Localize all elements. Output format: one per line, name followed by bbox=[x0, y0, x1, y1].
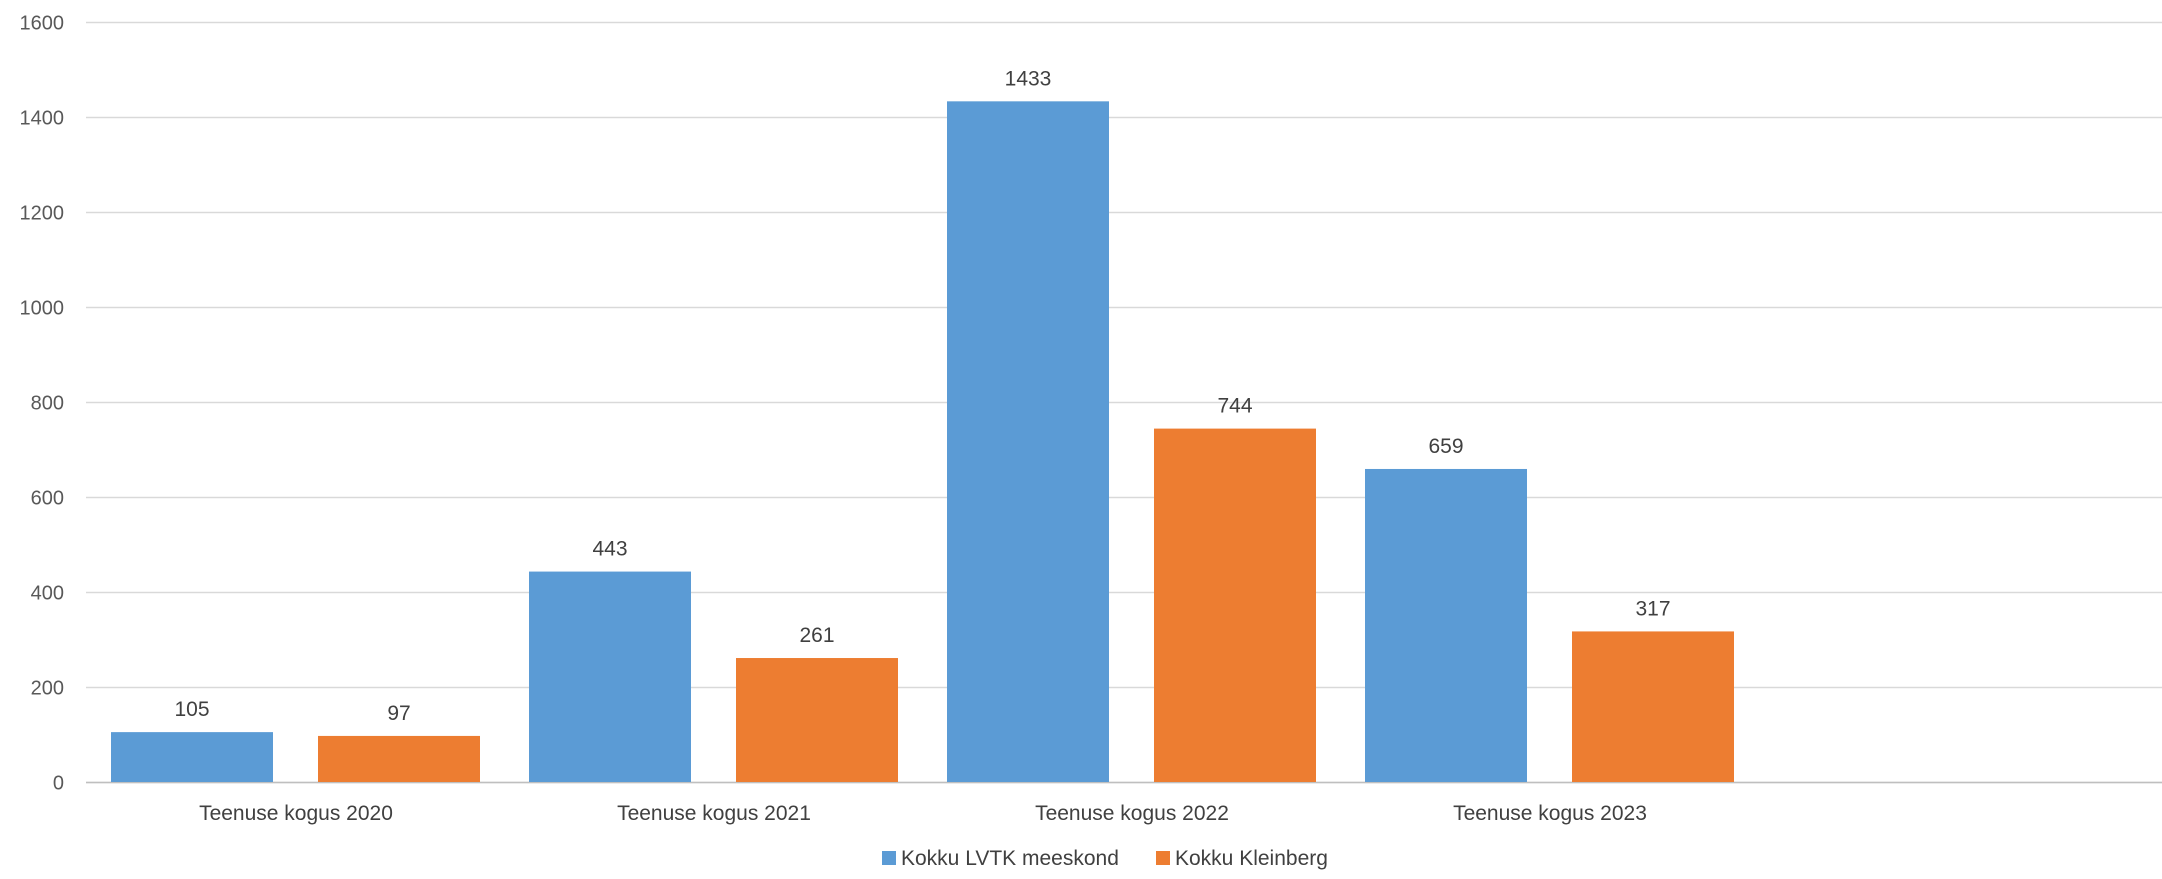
y-axis-ticks: 0 200 400 600 800 1000 1200 1400 1600 bbox=[20, 13, 65, 795]
bar-kleinberg-3 bbox=[1572, 631, 1734, 782]
y-tick-label: 800 bbox=[31, 393, 64, 415]
bar-lvtk-1 bbox=[529, 571, 691, 782]
y-tick-label: 600 bbox=[31, 488, 64, 510]
legend-swatch bbox=[1156, 851, 1170, 865]
legend-swatch bbox=[882, 851, 896, 865]
data-label: 261 bbox=[799, 624, 834, 647]
data-label: 317 bbox=[1635, 597, 1670, 620]
x-category-label: Teenuse kogus 2023 bbox=[1453, 802, 1647, 825]
data-label: 1433 bbox=[1005, 67, 1052, 90]
x-category-label: Teenuse kogus 2022 bbox=[1035, 802, 1229, 825]
bars bbox=[111, 101, 1734, 782]
bar-lvtk-0 bbox=[111, 732, 273, 782]
data-labels: 105 97 443 261 1433 744 659 317 bbox=[174, 67, 1670, 725]
data-label: 443 bbox=[592, 538, 627, 561]
legend-label: Kokku Kleinberg bbox=[1175, 847, 1328, 870]
bar-lvtk-3 bbox=[1365, 468, 1527, 782]
legend: Kokku LVTK meeskond Kokku Kleinberg bbox=[882, 847, 1328, 870]
y-tick-label: 1600 bbox=[20, 13, 65, 35]
x-axis-categories: Teenuse kogus 2020 Teenuse kogus 2021 Teen… bbox=[199, 802, 1647, 825]
bar-kleinberg-2 bbox=[1154, 428, 1316, 782]
x-category-label: Teenuse kogus 2021 bbox=[617, 802, 811, 825]
bar-kleinberg-0 bbox=[318, 735, 480, 782]
data-label: 97 bbox=[387, 702, 410, 725]
y-tick-label: 1400 bbox=[20, 108, 65, 130]
y-tick-label: 0 bbox=[53, 773, 64, 795]
data-label: 744 bbox=[1217, 395, 1252, 418]
legend-label: Kokku LVTK meeskond bbox=[901, 847, 1119, 870]
data-label: 659 bbox=[1428, 435, 1463, 458]
x-category-label: Teenuse kogus 2020 bbox=[199, 802, 393, 825]
y-tick-label: 200 bbox=[31, 678, 64, 700]
bar-lvtk-2 bbox=[947, 101, 1109, 782]
y-tick-label: 1000 bbox=[20, 298, 65, 320]
bar-kleinberg-1 bbox=[736, 658, 898, 782]
y-tick-label: 1200 bbox=[20, 203, 65, 225]
data-label: 105 bbox=[174, 698, 209, 721]
gridlines bbox=[86, 21, 2162, 784]
y-tick-label: 400 bbox=[31, 583, 64, 605]
